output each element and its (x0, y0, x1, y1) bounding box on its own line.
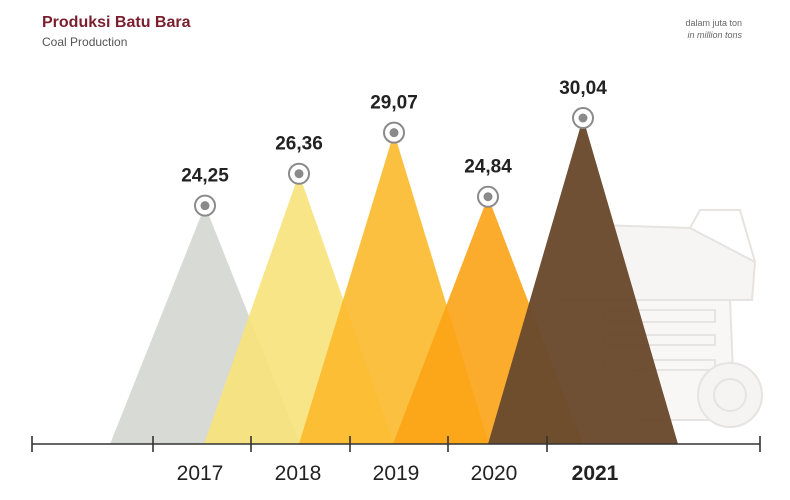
value-label-2017: 24,25 (181, 166, 229, 187)
x-axis: 2017 2018 2019 2020 2021 (31, 436, 761, 485)
x-label-2021: 2021 (572, 462, 619, 485)
value-label-2020: 24,84 (464, 157, 512, 178)
chart-title: Produksi Batu Bara (42, 14, 191, 31)
unit-note: dalam juta ton in million tons (685, 17, 742, 41)
x-label-2018: 2018 (275, 462, 322, 485)
value-label-2021: 30,04 (559, 78, 607, 99)
unit-id: dalam juta ton (685, 18, 742, 28)
chart-subtitle: Coal Production (42, 35, 128, 49)
marker-dot-2020 (483, 192, 493, 202)
x-label-2020: 2020 (471, 462, 518, 485)
marker-dot-2017 (200, 201, 210, 211)
marker-dot-2018 (294, 169, 304, 179)
x-label-2017: 2017 (177, 462, 224, 485)
value-label-2019: 29,07 (370, 93, 418, 114)
peak-2021 (488, 118, 678, 444)
value-label-2018: 26,36 (275, 134, 323, 155)
marker-dot-2021 (578, 113, 588, 123)
unit-en: in million tons (687, 30, 742, 40)
x-label-2019: 2019 (373, 462, 420, 485)
marker-dot-2019 (389, 128, 399, 138)
